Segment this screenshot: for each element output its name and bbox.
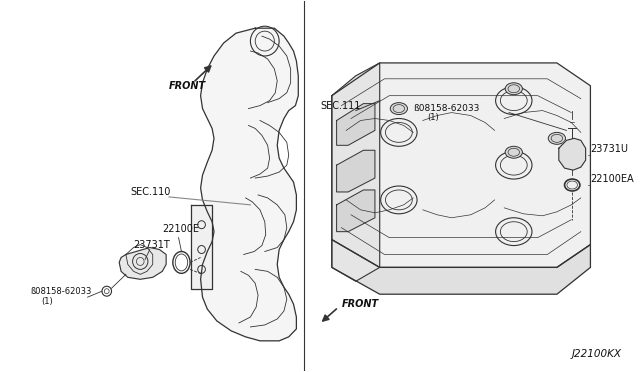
- Text: (1): (1): [428, 113, 439, 122]
- Polygon shape: [191, 205, 212, 289]
- Ellipse shape: [505, 146, 522, 158]
- Polygon shape: [559, 138, 586, 170]
- Text: 22100EA: 22100EA: [591, 174, 634, 184]
- Text: FRONT: FRONT: [341, 299, 378, 309]
- Text: SEC.110: SEC.110: [131, 187, 171, 197]
- Text: FRONT: FRONT: [169, 81, 206, 91]
- Polygon shape: [337, 104, 375, 145]
- Polygon shape: [332, 240, 591, 294]
- Text: ß08158-62033: ß08158-62033: [413, 103, 479, 113]
- Ellipse shape: [390, 103, 408, 115]
- Polygon shape: [200, 28, 298, 341]
- Polygon shape: [332, 63, 380, 281]
- Text: SEC.111: SEC.111: [321, 100, 361, 110]
- Text: 23731T: 23731T: [134, 240, 170, 250]
- Text: J22100KX: J22100KX: [572, 349, 621, 359]
- Text: 23731U: 23731U: [591, 144, 628, 154]
- Polygon shape: [337, 190, 375, 232]
- Ellipse shape: [548, 132, 566, 144]
- Text: (1): (1): [42, 297, 53, 306]
- Text: 22100E: 22100E: [163, 224, 199, 234]
- Ellipse shape: [505, 83, 522, 95]
- Polygon shape: [119, 247, 166, 279]
- Polygon shape: [332, 63, 591, 267]
- Text: ß08158-62033: ß08158-62033: [30, 287, 92, 296]
- Polygon shape: [337, 150, 375, 192]
